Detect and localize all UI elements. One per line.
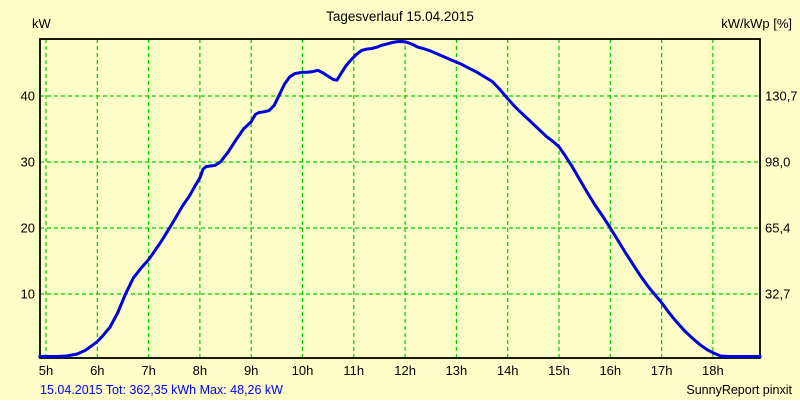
left-tick-30: 30 xyxy=(21,155,35,170)
x-label-7h: 7h xyxy=(141,363,155,378)
right-tick-32,7: 32,7 xyxy=(765,287,790,302)
x-label-18h: 18h xyxy=(702,363,724,378)
left-tick-40: 40 xyxy=(21,89,35,104)
x-label-12h: 12h xyxy=(394,363,416,378)
x-label-13h: 13h xyxy=(446,363,468,378)
left-axis-tick-labels: 40 30 20 10 xyxy=(21,89,35,302)
right-tick-130,7: 130,7 xyxy=(765,89,798,104)
right-tick-98,0: 98,0 xyxy=(765,155,790,170)
x-label-15h: 15h xyxy=(548,363,570,378)
left-axis-unit-label: kW xyxy=(32,16,52,31)
left-tick-20: 20 xyxy=(21,221,35,236)
x-label-11h: 11h xyxy=(343,363,364,378)
daily-summary-text: 15.04.2015 Tot: 362,35 kWh Max: 48,26 kW xyxy=(40,383,283,397)
x-label-8h: 8h xyxy=(193,363,207,378)
power-curve xyxy=(38,40,762,358)
report-credit-text: SunnyReport pinxit xyxy=(686,383,792,397)
horizontal-gridlines xyxy=(40,95,760,295)
x-label-6h: 6h xyxy=(90,363,104,378)
chart-title: Tagesverlauf 15.04.2015 xyxy=(326,9,474,24)
x-label-10h: 10h xyxy=(292,363,314,378)
plot-border xyxy=(39,38,761,359)
x-label-16h: 16h xyxy=(599,363,621,378)
x-label-9h: 9h xyxy=(244,363,258,378)
right-axis-tick-labels: 130,7 98,0 65,4 32,7 xyxy=(765,89,798,302)
right-tick-65,4: 65,4 xyxy=(765,221,790,236)
x-label-5h: 5h xyxy=(39,363,53,378)
x-label-17h: 17h xyxy=(651,363,673,378)
x-label-14h: 14h xyxy=(497,363,519,378)
right-axis-unit-label: kW/kWp [%] xyxy=(721,16,792,31)
x-axis-hour-labels: 5h 6h 7h 8h 9h 10h 11h 12h 13h 14h 15h 16h 17h 18h xyxy=(39,363,724,378)
left-tick-10: 10 xyxy=(21,287,35,302)
